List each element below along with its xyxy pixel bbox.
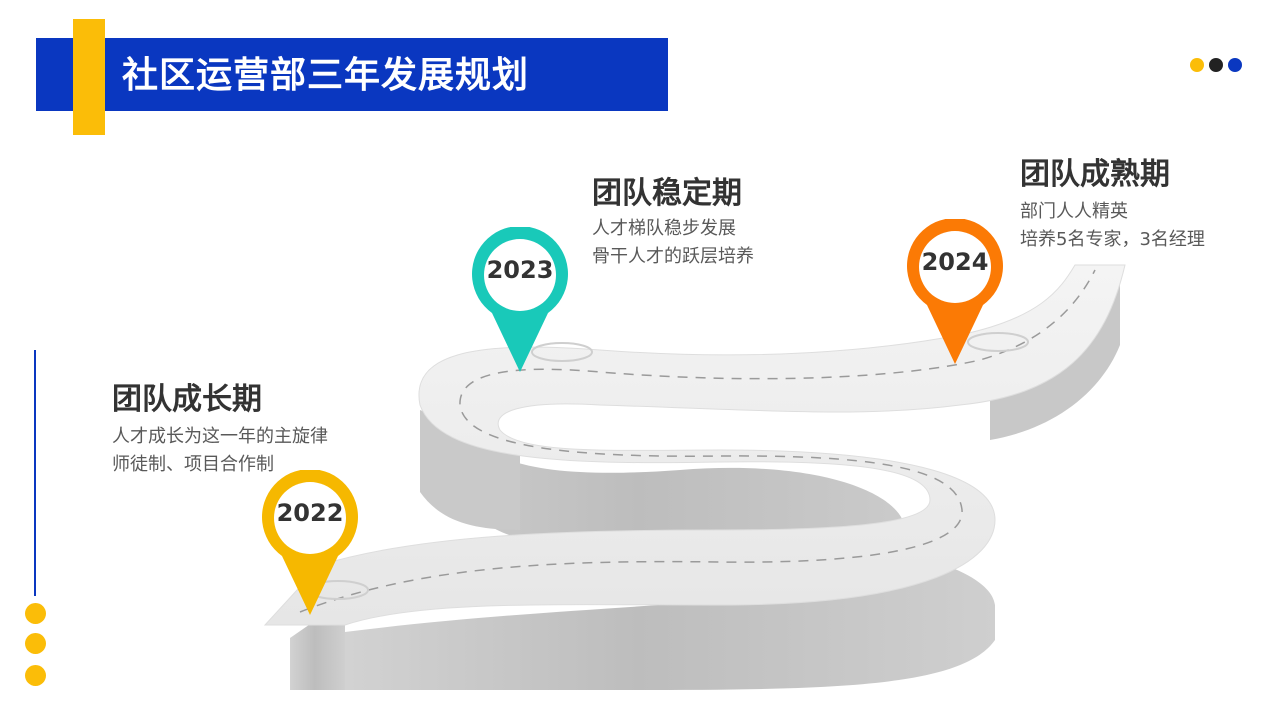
dot-blue — [1228, 58, 1242, 72]
dot-dark — [1209, 58, 1223, 72]
stage-desc-2024-line2: 培养5名专家，3名经理 — [1020, 229, 1205, 250]
year-label-2022: 2022 — [276, 499, 344, 527]
title-bar — [36, 38, 668, 111]
stage-desc-2022-line1: 人才成长为这一年的主旋律 — [112, 426, 328, 447]
left-vertical-line — [34, 350, 36, 596]
stage-title-2024: 团队成熟期 — [1020, 157, 1170, 192]
decorative-dot-2 — [25, 633, 46, 654]
map-pin-icon-2022: 2022 — [260, 469, 360, 620]
stage-desc-2022-line2: 师徒制、项目合作制 — [112, 454, 274, 475]
decorative-dot-1 — [25, 603, 46, 624]
year-label-2024: 2024 — [921, 248, 989, 276]
stage-desc-2024-line1: 部门人人精英 — [1020, 201, 1128, 222]
map-pin-icon-2024: 2024 — [905, 218, 1005, 369]
dot-yellow — [1190, 58, 1204, 72]
page-title: 社区运营部三年发展规划 — [122, 55, 530, 96]
year-label-2023: 2023 — [486, 256, 554, 284]
decorative-dot-3 — [25, 665, 46, 686]
stage-title-2022: 团队成长期 — [112, 382, 262, 417]
title-accent-bar — [73, 19, 105, 135]
stage-desc-2023-line2: 骨干人才的跃层培养 — [592, 246, 754, 267]
stage-title-2023: 团队稳定期 — [592, 176, 742, 211]
decorative-dots-top — [1190, 58, 1242, 74]
map-pin-icon-2023: 2023 — [470, 226, 570, 377]
stage-desc-2023-line1: 人才梯队稳步发展 — [592, 218, 736, 239]
